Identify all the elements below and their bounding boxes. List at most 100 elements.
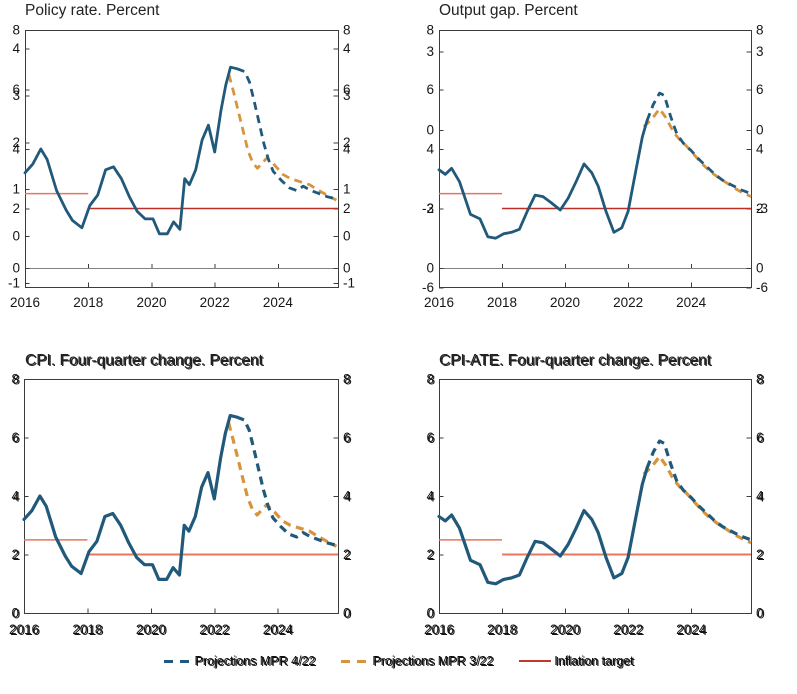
svg-text:-1: -1 [8, 275, 20, 290]
svg-text:2022: 2022 [613, 622, 643, 637]
svg-text:-6: -6 [422, 280, 434, 295]
svg-text:2024: 2024 [264, 623, 295, 638]
legend-item-target: Inflation target [519, 654, 634, 668]
svg-text:6: 6 [428, 431, 436, 446]
svg-text:0: 0 [12, 260, 20, 275]
svg-text:2020: 2020 [550, 622, 580, 637]
svg-text:2022: 2022 [614, 623, 644, 638]
svg-text:0: 0 [756, 260, 764, 275]
legend: Projections MPR 4/22 Projections MPR 3/2… [0, 654, 797, 668]
svg-text:2: 2 [426, 547, 434, 562]
mpr322-dash-icon [341, 659, 370, 663]
svg-text:8: 8 [343, 372, 351, 387]
svg-text:2022: 2022 [201, 623, 231, 638]
svg-text:2018: 2018 [74, 623, 104, 638]
svg-text:2: 2 [12, 135, 20, 150]
svg-text:-3: -3 [422, 201, 434, 216]
svg-text:2: 2 [12, 201, 20, 216]
svg-text:-6: -6 [756, 280, 768, 295]
svg-text:6: 6 [426, 430, 434, 445]
svg-text:2024: 2024 [677, 623, 708, 638]
svg-text:6: 6 [757, 431, 765, 446]
svg-text:2016: 2016 [425, 623, 455, 638]
svg-text:8: 8 [12, 23, 20, 38]
svg-text:0: 0 [426, 606, 434, 621]
svg-text:-1: -1 [343, 275, 355, 290]
svg-text:0: 0 [757, 606, 765, 621]
svg-text:6: 6 [11, 430, 19, 445]
svg-text:0: 0 [11, 606, 19, 621]
svg-text:0: 0 [12, 228, 20, 243]
svg-text:2: 2 [426, 201, 434, 216]
svg-text:2: 2 [343, 547, 351, 562]
svg-text:8: 8 [344, 372, 352, 387]
svg-text:0: 0 [426, 123, 434, 138]
svg-text:3: 3 [343, 88, 351, 103]
chart-panel-cpi-ate: CPI-ATE. Four-quarter change. Percent 8 8… [400, 350, 797, 650]
svg-text:6: 6 [343, 82, 351, 97]
svg-text:2022: 2022 [200, 295, 230, 310]
svg-text:1: 1 [12, 182, 20, 197]
svg-text:4: 4 [343, 41, 351, 56]
svg-text:2: 2 [757, 548, 765, 563]
svg-text:4: 4 [426, 489, 434, 504]
svg-text:2016: 2016 [10, 295, 40, 310]
svg-text:2: 2 [13, 548, 21, 563]
svg-text:4: 4 [343, 141, 351, 156]
legend-item-mpr322: Projections MPR 3/22 [341, 654, 493, 668]
svg-text:6: 6 [12, 82, 20, 97]
svg-text:2024: 2024 [676, 295, 707, 310]
chart-panel-output-gap: Output gap. Percent 8 8 6 6 4 4 2 2 0 0 3 3 0 0 -3 -3 -6… [400, 0, 797, 322]
panel-title-cpi: CPI. Four-quarter change. Percent [25, 352, 263, 369]
svg-text:2016: 2016 [424, 295, 454, 310]
svg-text:8: 8 [757, 372, 765, 387]
svg-text:8: 8 [428, 372, 436, 387]
svg-text:2018: 2018 [488, 623, 518, 638]
svg-text:4: 4 [757, 489, 765, 504]
svg-text:2024: 2024 [263, 295, 294, 310]
svg-text:2018: 2018 [72, 622, 102, 637]
svg-text:0: 0 [756, 606, 764, 621]
svg-text:2016: 2016 [9, 622, 39, 637]
svg-text:0: 0 [343, 228, 351, 243]
svg-text:6: 6 [756, 430, 764, 445]
svg-text:2020: 2020 [551, 623, 581, 638]
svg-text:2: 2 [343, 135, 351, 150]
svg-text:2: 2 [428, 548, 436, 563]
svg-text:0: 0 [428, 606, 436, 621]
svg-text:3: 3 [756, 44, 764, 59]
svg-text:4: 4 [343, 489, 351, 504]
legend-item-mpr422: Projections MPR 4/22 [163, 654, 316, 668]
legend-label-mpr422: Projections MPR 4/22 [194, 654, 316, 668]
svg-text:2: 2 [343, 201, 351, 216]
svg-text:6: 6 [344, 431, 352, 446]
svg-text:2022: 2022 [613, 295, 643, 310]
svg-text:4: 4 [11, 489, 19, 504]
svg-text:8: 8 [426, 23, 434, 38]
svg-text:8: 8 [426, 372, 434, 387]
svg-text:-3: -3 [756, 201, 768, 216]
svg-text:8: 8 [756, 23, 764, 38]
svg-text:3: 3 [12, 88, 20, 103]
svg-text:4: 4 [13, 489, 21, 504]
svg-text:1: 1 [343, 182, 351, 197]
svg-text:8: 8 [13, 372, 21, 387]
svg-text:8: 8 [756, 372, 764, 387]
svg-text:6: 6 [756, 82, 764, 97]
panel-title-cpi-ate: CPI-ATE. Four-quarter change. Percent [439, 352, 711, 369]
svg-text:6: 6 [13, 431, 21, 446]
svg-text:2020: 2020 [136, 622, 166, 637]
svg-text:0: 0 [13, 606, 21, 621]
svg-text:2022: 2022 [199, 622, 229, 637]
svg-text:2016: 2016 [424, 622, 454, 637]
svg-text:8: 8 [343, 23, 351, 38]
svg-text:2016: 2016 [10, 623, 40, 638]
panel-title-policy-rate: Policy rate. Percent [25, 2, 160, 19]
svg-text:2: 2 [756, 547, 764, 562]
